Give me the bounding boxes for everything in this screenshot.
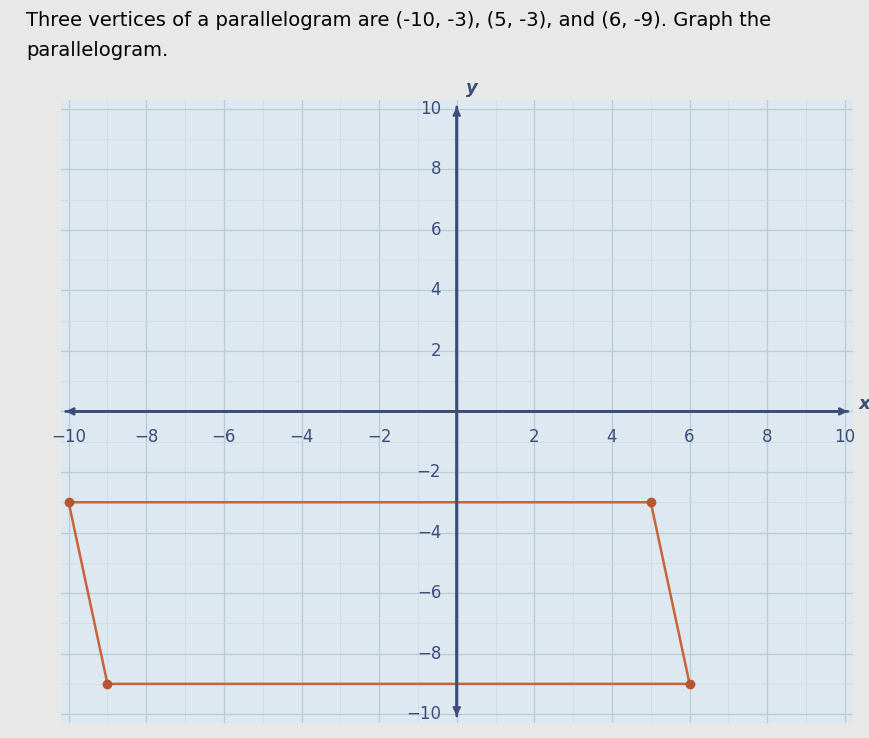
Text: −8: −8 — [416, 644, 441, 663]
Text: −4: −4 — [289, 428, 314, 446]
Text: −10: −10 — [406, 705, 441, 723]
Text: 10: 10 — [833, 428, 854, 446]
Text: −10: −10 — [51, 428, 86, 446]
Text: −6: −6 — [416, 584, 441, 602]
Text: 2: 2 — [528, 428, 539, 446]
Text: 6: 6 — [430, 221, 441, 239]
Text: x: x — [858, 395, 869, 413]
Text: 4: 4 — [430, 281, 441, 300]
Text: −6: −6 — [211, 428, 235, 446]
Text: y: y — [466, 79, 478, 97]
Text: −2: −2 — [416, 463, 441, 481]
Text: 2: 2 — [430, 342, 441, 360]
Text: parallelogram.: parallelogram. — [26, 41, 169, 60]
Text: 10: 10 — [420, 100, 441, 118]
Text: 8: 8 — [761, 428, 772, 446]
Text: Three vertices of a parallelogram are (-10, -3), (5, -3), and (6, -9). Graph the: Three vertices of a parallelogram are (-… — [26, 11, 770, 30]
Text: −4: −4 — [416, 523, 441, 542]
Text: −8: −8 — [134, 428, 158, 446]
Text: 4: 4 — [606, 428, 616, 446]
Text: 8: 8 — [430, 160, 441, 179]
Text: 6: 6 — [684, 428, 694, 446]
Text: −2: −2 — [367, 428, 391, 446]
